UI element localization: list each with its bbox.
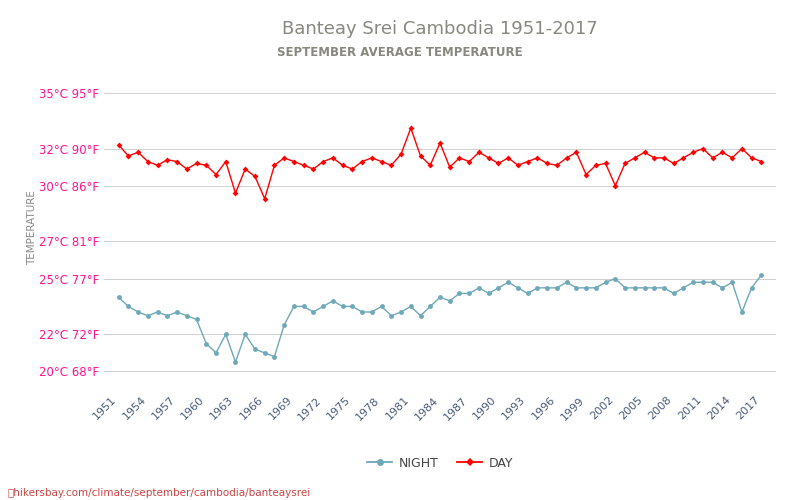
Y-axis label: TEMPERATURE: TEMPERATURE <box>27 190 37 265</box>
Text: SEPTEMBER AVERAGE TEMPERATURE: SEPTEMBER AVERAGE TEMPERATURE <box>277 46 523 59</box>
Text: 📍hikersbay.com/climate/september/cambodia/banteaysrei: 📍hikersbay.com/climate/september/cambodi… <box>8 488 311 498</box>
Legend: NIGHT, DAY: NIGHT, DAY <box>362 452 518 475</box>
Title: Banteay Srei Cambodia 1951-2017: Banteay Srei Cambodia 1951-2017 <box>282 20 598 38</box>
